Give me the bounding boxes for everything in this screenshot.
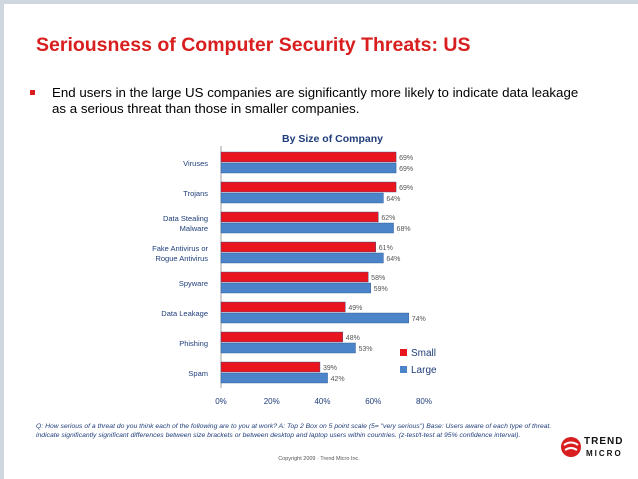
- footnote-line-1: Q: How serious of a threat do you think …: [36, 423, 552, 430]
- bar-large: [220, 222, 394, 234]
- logo-text-trend: TREND: [584, 436, 624, 447]
- bar-small: [220, 271, 369, 283]
- logo-text-micro: MICRO: [586, 449, 623, 458]
- category-label: Fake Antivirus or: [152, 244, 208, 253]
- data-label: 64%: [386, 196, 400, 203]
- x-tick-label: 20%: [264, 397, 280, 406]
- category-label: Viruses: [183, 159, 208, 168]
- legend-label: Small: [411, 348, 436, 359]
- bar-small: [220, 181, 397, 193]
- x-tick-label: 0%: [215, 397, 227, 406]
- legend-swatch-small: [400, 349, 407, 356]
- x-tick-label: 40%: [314, 397, 330, 406]
- x-tick-label: 80%: [416, 397, 432, 406]
- bar-large: [220, 372, 328, 384]
- data-label: 49%: [348, 305, 362, 312]
- slide-title: Seriousness of Computer Security Threats…: [36, 34, 471, 56]
- data-label: 58%: [371, 275, 385, 282]
- data-label: 69%: [399, 166, 413, 173]
- category-label: Trojans: [183, 189, 208, 198]
- category-label: Phishing: [179, 339, 208, 348]
- bar-small: [220, 301, 346, 313]
- category-label: Malware: [180, 224, 208, 233]
- bar-large: [220, 162, 397, 174]
- legend-label: Large: [411, 365, 437, 376]
- slide-frame-left: [0, 0, 4, 479]
- x-tick-label: 60%: [365, 397, 381, 406]
- footnote-line-2: indicate significantly significant diffe…: [36, 432, 521, 439]
- data-label: 74%: [412, 316, 426, 323]
- trend-micro-ball-icon: [561, 437, 581, 457]
- data-label: 68%: [397, 226, 411, 233]
- legend-swatch-large: [400, 366, 407, 373]
- bar-small: [220, 241, 376, 253]
- bar-large: [220, 312, 409, 324]
- category-label: Data Stealing: [163, 214, 208, 223]
- data-label: 48%: [346, 335, 360, 342]
- category-label: Spyware: [179, 279, 208, 288]
- category-label: Spam: [188, 369, 208, 378]
- data-label: 53%: [358, 346, 372, 353]
- data-label: 59%: [374, 286, 388, 293]
- category-label: Data Leakage: [161, 309, 208, 318]
- bar-small: [220, 331, 344, 343]
- bullet-marker: [30, 90, 35, 95]
- data-label: 39%: [323, 365, 337, 372]
- category-label: Rogue Antivirus: [155, 254, 208, 263]
- bar-small: [220, 361, 321, 373]
- slide-frame-top: [0, 0, 638, 4]
- data-label: 69%: [399, 155, 413, 162]
- bar-small: [220, 151, 397, 163]
- trend-micro-logo: TREND MICRO: [560, 436, 632, 472]
- data-label: 61%: [379, 245, 393, 252]
- chart-title: By Size of Company: [282, 133, 383, 145]
- bar-large: [220, 282, 371, 294]
- bar-large: [220, 252, 384, 264]
- bar-small: [220, 211, 379, 223]
- data-label: 64%: [386, 256, 400, 263]
- data-label: 62%: [381, 215, 395, 222]
- copyright-text: Copyright 2009 · Trend Micro Inc.: [278, 456, 360, 462]
- bar-large: [220, 342, 356, 354]
- data-label: 42%: [331, 376, 345, 383]
- bullet-text: End users in the large US companies are …: [52, 85, 579, 116]
- bar-large: [220, 192, 384, 204]
- footnote: Q: How serious of a threat do you think …: [36, 422, 596, 440]
- data-label: 69%: [399, 185, 413, 192]
